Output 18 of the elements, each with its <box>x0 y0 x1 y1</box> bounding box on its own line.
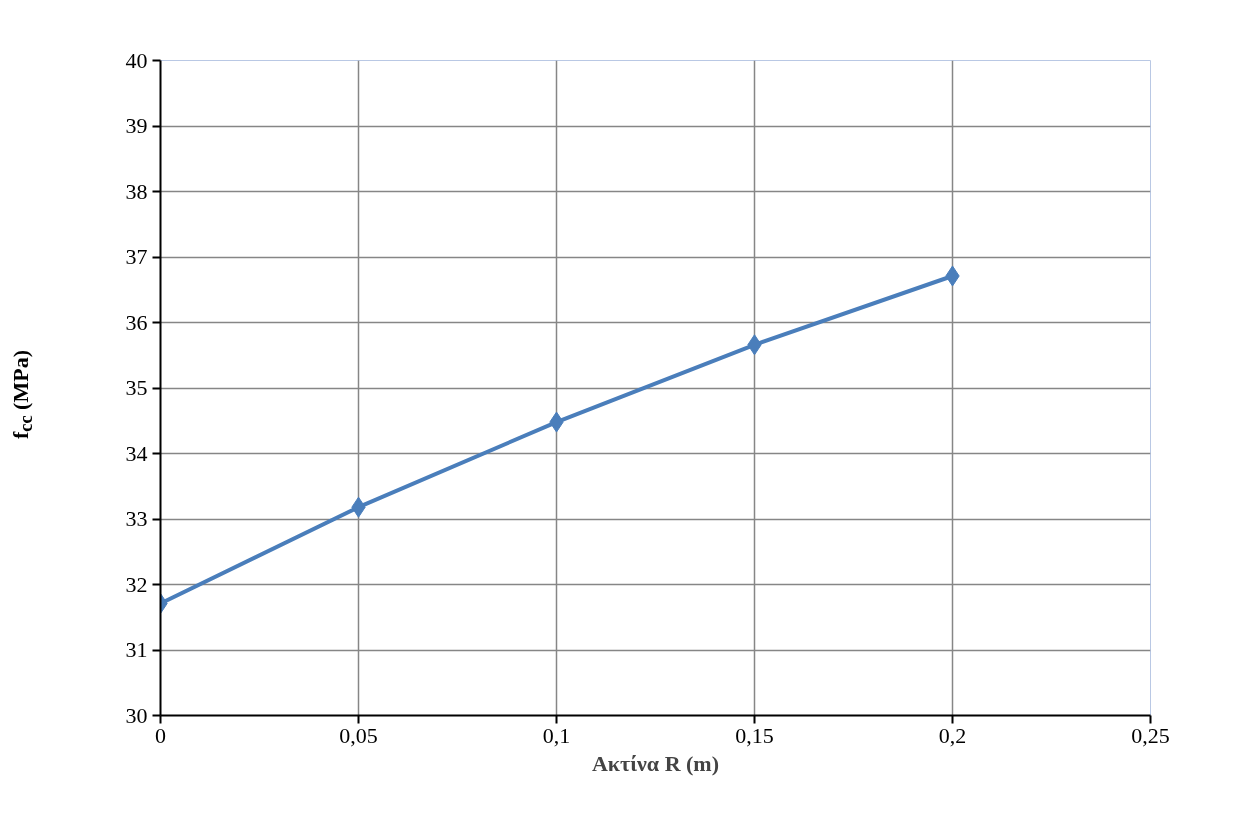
y-tick-label: 37 <box>125 244 148 269</box>
x-tick-label: 0,2 <box>938 722 967 748</box>
y-tick-label: 32 <box>125 571 148 597</box>
y-tick-label: 38 <box>125 178 148 204</box>
x-axis-title: Ακτίνα R (m) <box>591 750 720 776</box>
x-tick-label: 0,05 <box>339 722 378 748</box>
y-tick-label: 30 <box>125 702 148 728</box>
x-tick-label: 0,25 <box>1131 722 1170 748</box>
y-tick-label: 34 <box>125 440 148 466</box>
x-tick-label: 0 <box>155 722 166 748</box>
y-tick-label: 40 <box>125 47 148 73</box>
y-tick-label: 31 <box>125 637 148 662</box>
y-tick-label: 33 <box>125 506 148 531</box>
x-tick-label: 0,1 <box>542 722 571 748</box>
y-tick-label: 36 <box>125 309 148 335</box>
y-tick-label: 39 <box>125 113 148 138</box>
x-tick-label: 0,15 <box>735 722 774 748</box>
y-tick-label: 35 <box>125 375 148 400</box>
